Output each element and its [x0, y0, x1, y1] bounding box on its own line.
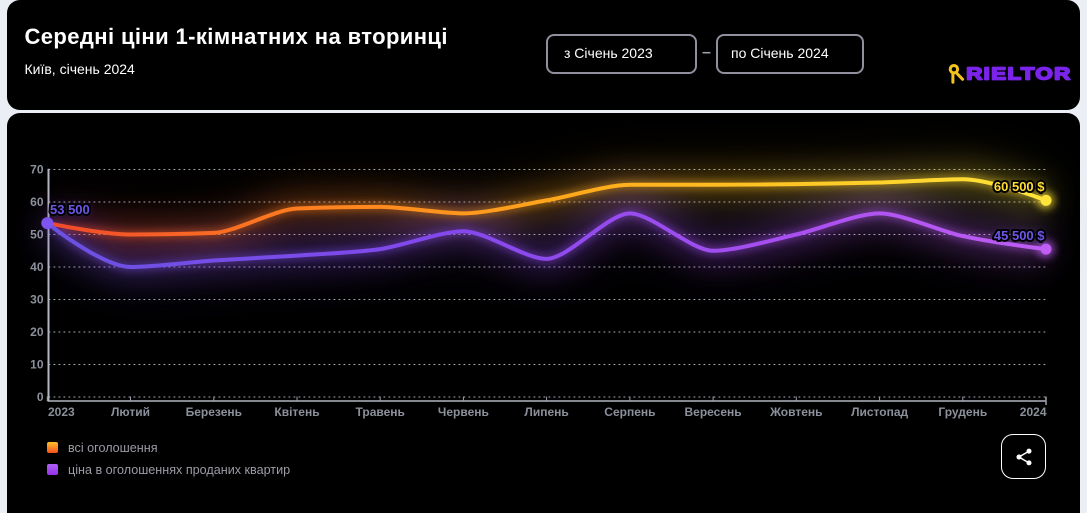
svg-text:45 500 $: 45 500 $	[994, 228, 1045, 243]
svg-text:Червень: Червень	[438, 405, 489, 419]
svg-text:30: 30	[30, 293, 44, 307]
svg-text:10: 10	[30, 358, 44, 372]
svg-text:2024: 2024	[1020, 405, 1047, 419]
svg-text:Липень: Липень	[524, 405, 568, 419]
svg-text:60: 60	[30, 195, 44, 209]
svg-text:Квітень: Квітень	[274, 405, 319, 419]
svg-text:Грудень: Грудень	[938, 405, 987, 419]
svg-text:53 500: 53 500	[50, 202, 90, 217]
svg-text:RIELTOR: RIELTOR	[966, 65, 1071, 85]
svg-text:60 500 $: 60 500 $	[994, 179, 1045, 194]
svg-text:45 500 $: 45 500 $	[994, 228, 1045, 243]
svg-text:70: 70	[30, 163, 44, 177]
svg-text:Серпень: Серпень	[604, 405, 655, 419]
svg-text:60 500 $: 60 500 $	[994, 179, 1045, 194]
svg-text:Листопад: Листопад	[851, 405, 908, 419]
svg-text:Травень: Травень	[355, 405, 404, 419]
svg-text:20: 20	[30, 325, 44, 339]
svg-text:Жовтень: Жовтень	[769, 405, 822, 419]
svg-text:2023: 2023	[48, 405, 75, 419]
svg-text:0: 0	[37, 390, 44, 404]
svg-text:Вересень: Вересень	[685, 405, 742, 419]
svg-text:40: 40	[30, 260, 44, 274]
svg-text:53 500: 53 500	[50, 202, 90, 217]
svg-text:Березень: Березень	[186, 405, 242, 419]
svg-text:Лютий: Лютий	[111, 405, 150, 419]
svg-text:50: 50	[30, 228, 44, 242]
